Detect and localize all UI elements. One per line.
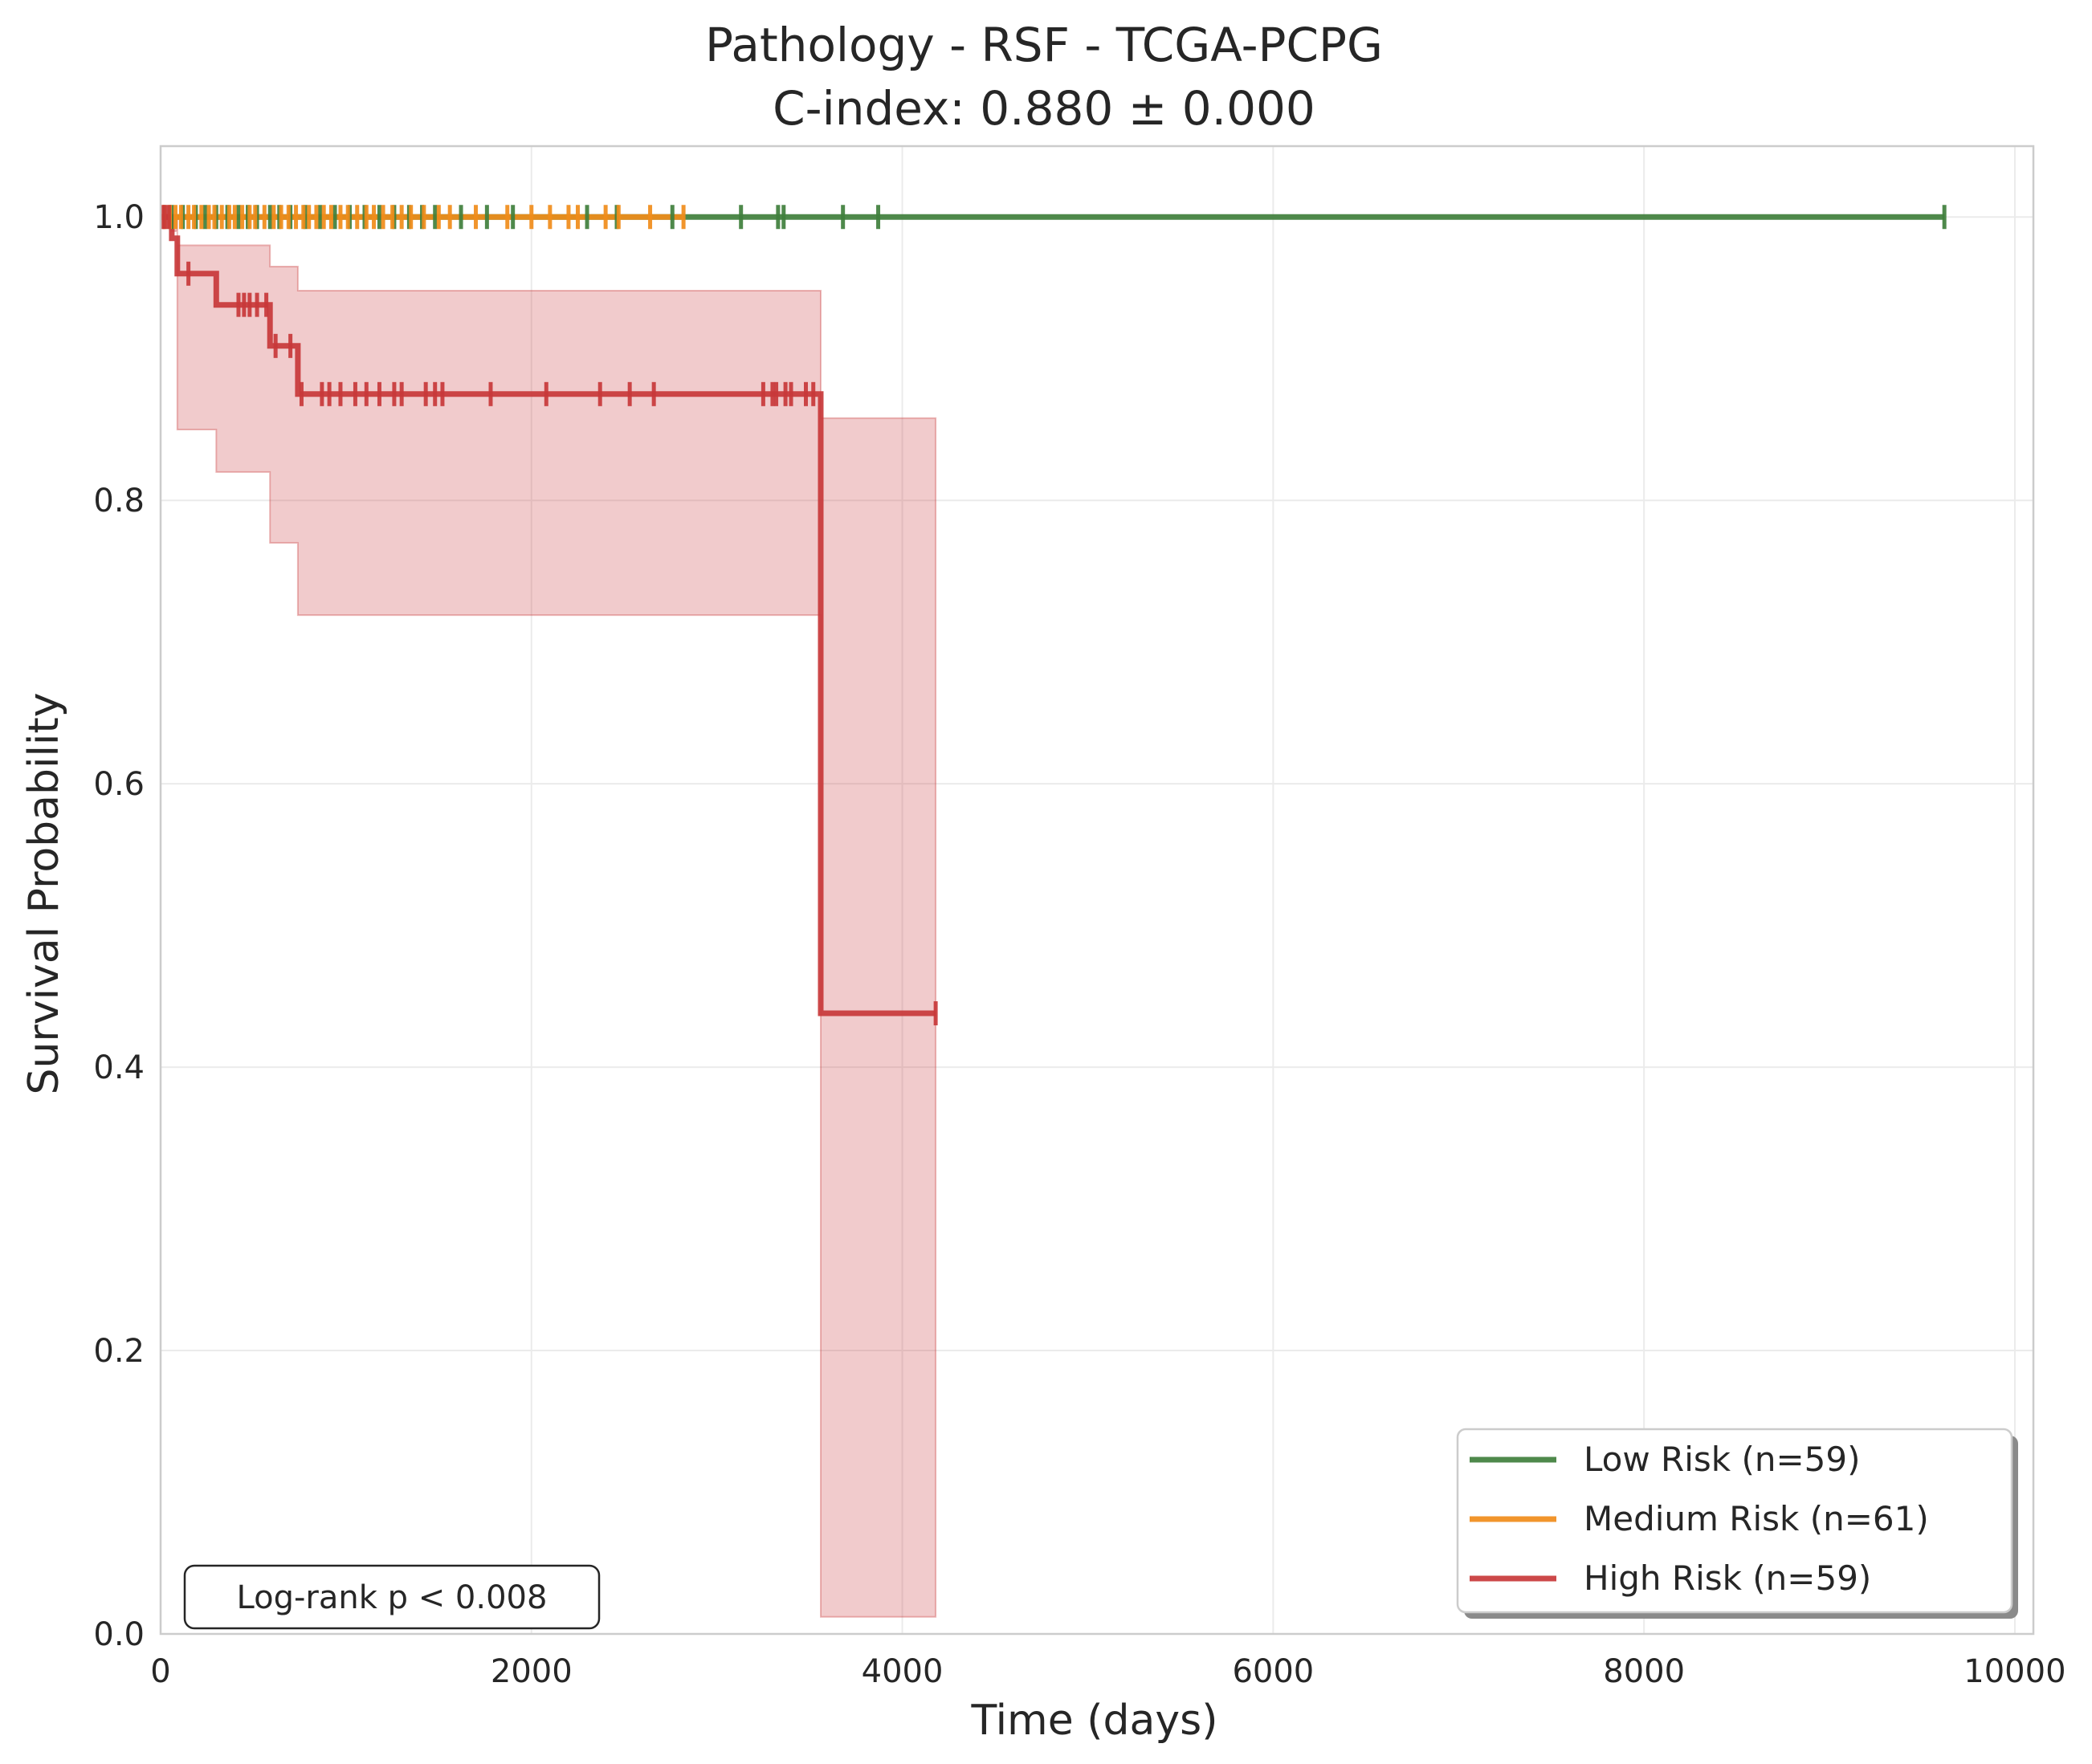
annotation-box <box>183 1564 601 1630</box>
x-tick-label: 8000 <box>1603 1653 1685 1690</box>
x-tick-label: 2000 <box>491 1653 573 1690</box>
y-axis-ticks: 0.0 0.2 0.4 0.6 0.8 1.0 <box>93 199 145 1653</box>
x-tick-label: 0 <box>150 1653 170 1690</box>
x-tick-label: 10000 <box>1964 1653 2065 1690</box>
plot-frame <box>159 145 2035 1636</box>
logrank-annotation: Log-rank p < 0.008 <box>183 1564 601 1630</box>
confidence-bands <box>170 216 937 1618</box>
censor-ticks <box>160 205 1947 1026</box>
chart-subtitle: C-index: 0.880 ± 0.000 <box>773 81 1315 136</box>
legend-box <box>1456 1428 2013 1614</box>
x-axis-ticks: 0 2000 4000 6000 8000 10000 <box>150 1653 2065 1690</box>
y-tick-label: 0.4 <box>93 1049 145 1086</box>
y-axis-label: Survival Probability <box>20 692 68 1094</box>
legend-label: High Risk (n=59) <box>1584 1558 1871 1598</box>
annotation-text: Log-rank p < 0.008 <box>237 1579 548 1616</box>
legend-label: Low Risk (n=59) <box>1584 1440 1861 1479</box>
legend-items: Low Risk (n=59) Medium Risk (n=61) High Ri… <box>1470 1440 1929 1598</box>
y-tick-label: 0.0 <box>93 1616 145 1653</box>
legend: Low Risk (n=59) Medium Risk (n=61) High Ri… <box>1456 1428 2018 1619</box>
confidence-band <box>170 216 937 1618</box>
y-tick-label: 1.0 <box>93 199 145 236</box>
legend-label: Medium Risk (n=61) <box>1584 1499 1929 1538</box>
x-axis-label: Time (days) <box>970 1697 1217 1745</box>
x-tick-label: 4000 <box>862 1653 944 1690</box>
y-tick-label: 0.2 <box>93 1333 145 1370</box>
y-tick-label: 0.8 <box>93 483 145 519</box>
x-tick-label: 6000 <box>1232 1653 1314 1690</box>
y-tick-label: 0.6 <box>93 766 145 803</box>
chart-title: Pathology - RSF - TCGA-PCPG <box>705 18 1383 72</box>
